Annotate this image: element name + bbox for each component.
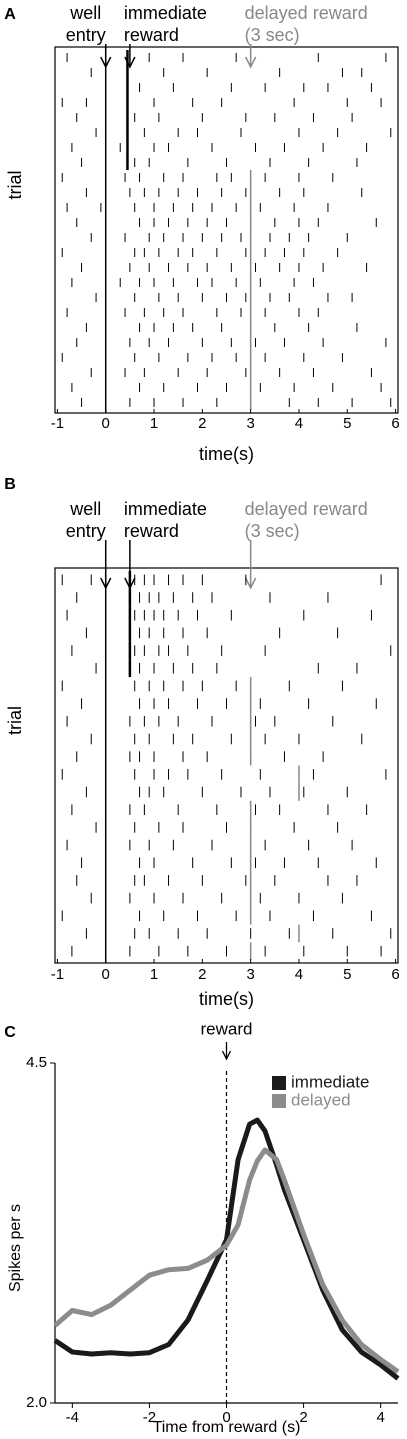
event-label: (3 sec)	[245, 521, 300, 541]
x-tick-label: 3	[246, 966, 254, 983]
event-label: well	[69, 499, 101, 519]
panel-label: A	[4, 6, 16, 23]
event-label: entry	[66, 521, 106, 541]
plot-frame	[54, 46, 399, 414]
x-tick-label: -4	[66, 1409, 79, 1426]
event-label: reward	[124, 521, 179, 541]
x-tick-label: 4	[376, 1409, 384, 1426]
x-axis-label: time(s)	[199, 989, 254, 1009]
x-tick-label: -1	[51, 415, 64, 432]
x-tick-label: 5	[343, 966, 351, 983]
y-tick-label: 4.5	[26, 1054, 47, 1071]
arrow-head	[221, 1050, 232, 1061]
legend-swatch	[272, 1094, 286, 1108]
x-tick-label: 0	[222, 1409, 230, 1426]
y-axis-label: Spikes per s	[7, 1204, 24, 1292]
panel-label: C	[4, 1024, 16, 1041]
legend-label: immediate	[291, 1072, 369, 1091]
series-line	[53, 1117, 400, 1381]
panel-label: B	[4, 476, 16, 493]
x-tick-label: 3	[246, 415, 254, 432]
event-label: immediate	[124, 499, 207, 519]
x-tick-label: 1	[150, 966, 158, 983]
event-label: delayed reward	[245, 3, 368, 23]
x-tick-label: 0	[102, 966, 110, 983]
x-tick-label: 4	[295, 966, 303, 983]
event-label: (3 sec)	[245, 25, 300, 45]
x-axis-label: time(s)	[199, 444, 254, 464]
y-axis-label: trial	[5, 706, 25, 735]
x-tick-label: 1	[150, 415, 158, 432]
legend-label: delayed	[291, 1090, 351, 1109]
event-label: entry	[66, 25, 106, 45]
x-tick-label: 6	[391, 966, 399, 983]
x-tick-label: 2	[198, 966, 206, 983]
event-label: immediate	[124, 3, 207, 23]
x-tick-label: 2	[299, 1409, 307, 1426]
arrow-head	[244, 577, 257, 590]
x-tick-label: 2	[198, 415, 206, 432]
x-axis-label: Time from reward (s)	[153, 1419, 301, 1436]
x-tick-label: 5	[343, 415, 351, 432]
y-tick-label: 2.0	[26, 1394, 47, 1411]
arrow-head	[244, 56, 257, 69]
annotation: reward	[201, 1019, 253, 1038]
plot-frame	[54, 567, 399, 964]
event-label: well	[69, 3, 101, 23]
y-axis-label: trial	[5, 170, 25, 199]
series-line	[53, 1147, 400, 1374]
x-tick-label: 4	[295, 415, 303, 432]
x-tick-label: -1	[51, 966, 64, 983]
x-tick-label: 6	[391, 415, 399, 432]
x-tick-label: 0	[102, 415, 110, 432]
legend-swatch	[272, 1076, 286, 1090]
event-label: reward	[124, 25, 179, 45]
event-label: delayed reward	[245, 499, 368, 519]
x-tick-label: -2	[143, 1409, 156, 1426]
